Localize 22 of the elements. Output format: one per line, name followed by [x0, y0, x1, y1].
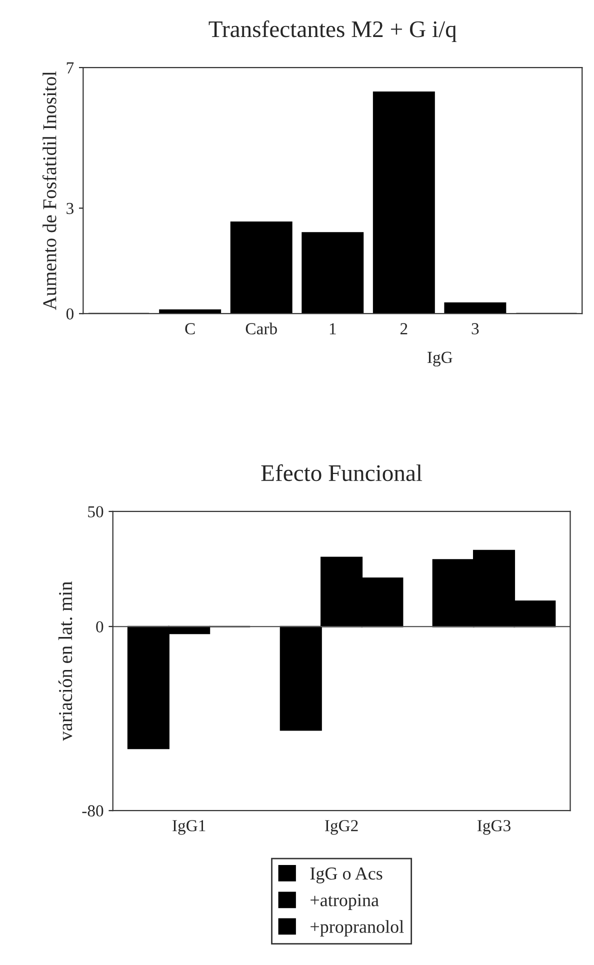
chart-title: Efecto Funcional [261, 464, 422, 482]
y-tick-label: -80 [82, 805, 104, 817]
x-tick-label: IgG2 [325, 820, 358, 835]
legend-label: +atropina [310, 894, 379, 910]
legend-label: IgG o Acs [310, 868, 382, 884]
x-tick-label: 3 [472, 323, 479, 334]
legend-label: +propranolol [310, 920, 404, 937]
chart-title: Transfectantes M2 + G i/q [208, 20, 456, 42]
y-axis-title: variación en lat. min [58, 581, 72, 741]
x-tick-label: IgG1 [172, 820, 206, 835]
y-axis-title: Aumento de Fosfatidil Inositol [42, 71, 56, 310]
x-tick-label: 1 [330, 323, 336, 334]
x-tick-label: IgG3 [477, 820, 510, 835]
text: IgG [428, 352, 452, 366]
y-tick-label: 7 [66, 62, 74, 74]
x-tick-label: 2 [400, 323, 408, 334]
y-tick-label: 50 [88, 506, 104, 518]
x-tick-label: C [185, 323, 195, 334]
x-tick-label: Carb [246, 322, 277, 334]
y-tick-label: 0 [66, 308, 74, 320]
y-tick-label: 3 [66, 202, 74, 214]
y-tick-label: 0 [96, 621, 104, 632]
